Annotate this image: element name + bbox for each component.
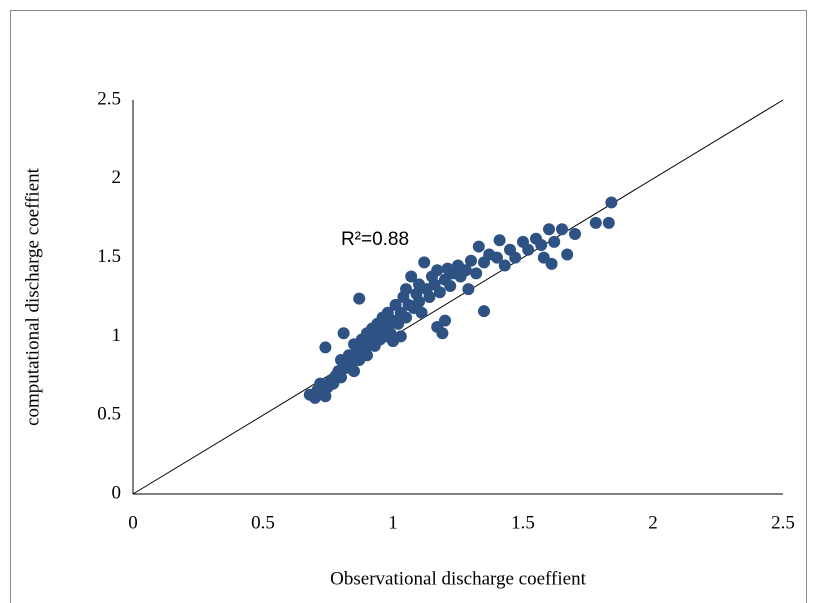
point — [569, 227, 581, 240]
point — [491, 251, 503, 264]
point — [545, 257, 558, 270]
point — [348, 365, 360, 378]
point — [353, 292, 366, 305]
point — [413, 295, 425, 308]
point — [465, 254, 477, 267]
point — [433, 286, 446, 299]
point — [522, 243, 535, 256]
point — [415, 306, 428, 319]
point — [394, 330, 407, 343]
point — [493, 234, 506, 247]
x-axis-label: Observational discharge coeffient — [330, 568, 586, 589]
point — [605, 196, 618, 209]
point — [405, 270, 418, 283]
point — [498, 259, 511, 272]
y-tick-label: 0.5 — [97, 404, 121, 425]
point — [470, 267, 483, 280]
point — [543, 223, 555, 236]
point — [444, 279, 457, 292]
point — [548, 235, 561, 248]
point — [439, 314, 451, 327]
y-axis-label: computational discharge coeffient — [22, 167, 43, 426]
y-tick-label: 1 — [112, 325, 122, 346]
x-tick-label: 0 — [128, 512, 138, 533]
x-tick-label: 1.5 — [511, 512, 535, 533]
point — [337, 327, 350, 340]
annotation: R²=0.88 — [341, 229, 409, 250]
point — [418, 256, 431, 269]
point — [478, 305, 490, 318]
reference-line — [132, 99, 784, 495]
point — [400, 311, 412, 324]
point — [459, 264, 472, 277]
point — [423, 291, 436, 303]
point — [431, 264, 444, 277]
point — [602, 216, 615, 229]
point — [400, 283, 412, 296]
point — [319, 341, 332, 354]
point — [556, 223, 568, 236]
x-tick-label: 2 — [648, 512, 658, 533]
x-tick-label: 1 — [388, 512, 398, 533]
x-tick-label: 0.5 — [251, 512, 275, 533]
x-tick-label: 2.5 — [771, 512, 795, 533]
point — [589, 216, 602, 229]
point — [335, 371, 347, 384]
point — [535, 238, 548, 251]
y-tick-label: 2 — [112, 167, 122, 188]
point — [509, 251, 522, 264]
point — [436, 327, 449, 340]
point — [561, 248, 574, 261]
y-tick-label: 2.5 — [97, 88, 121, 109]
y-tick-label: 0 — [112, 482, 122, 503]
point — [319, 390, 332, 403]
point — [361, 349, 373, 362]
point — [472, 240, 485, 253]
y-tick-label: 1.5 — [97, 246, 121, 267]
point — [462, 283, 475, 296]
